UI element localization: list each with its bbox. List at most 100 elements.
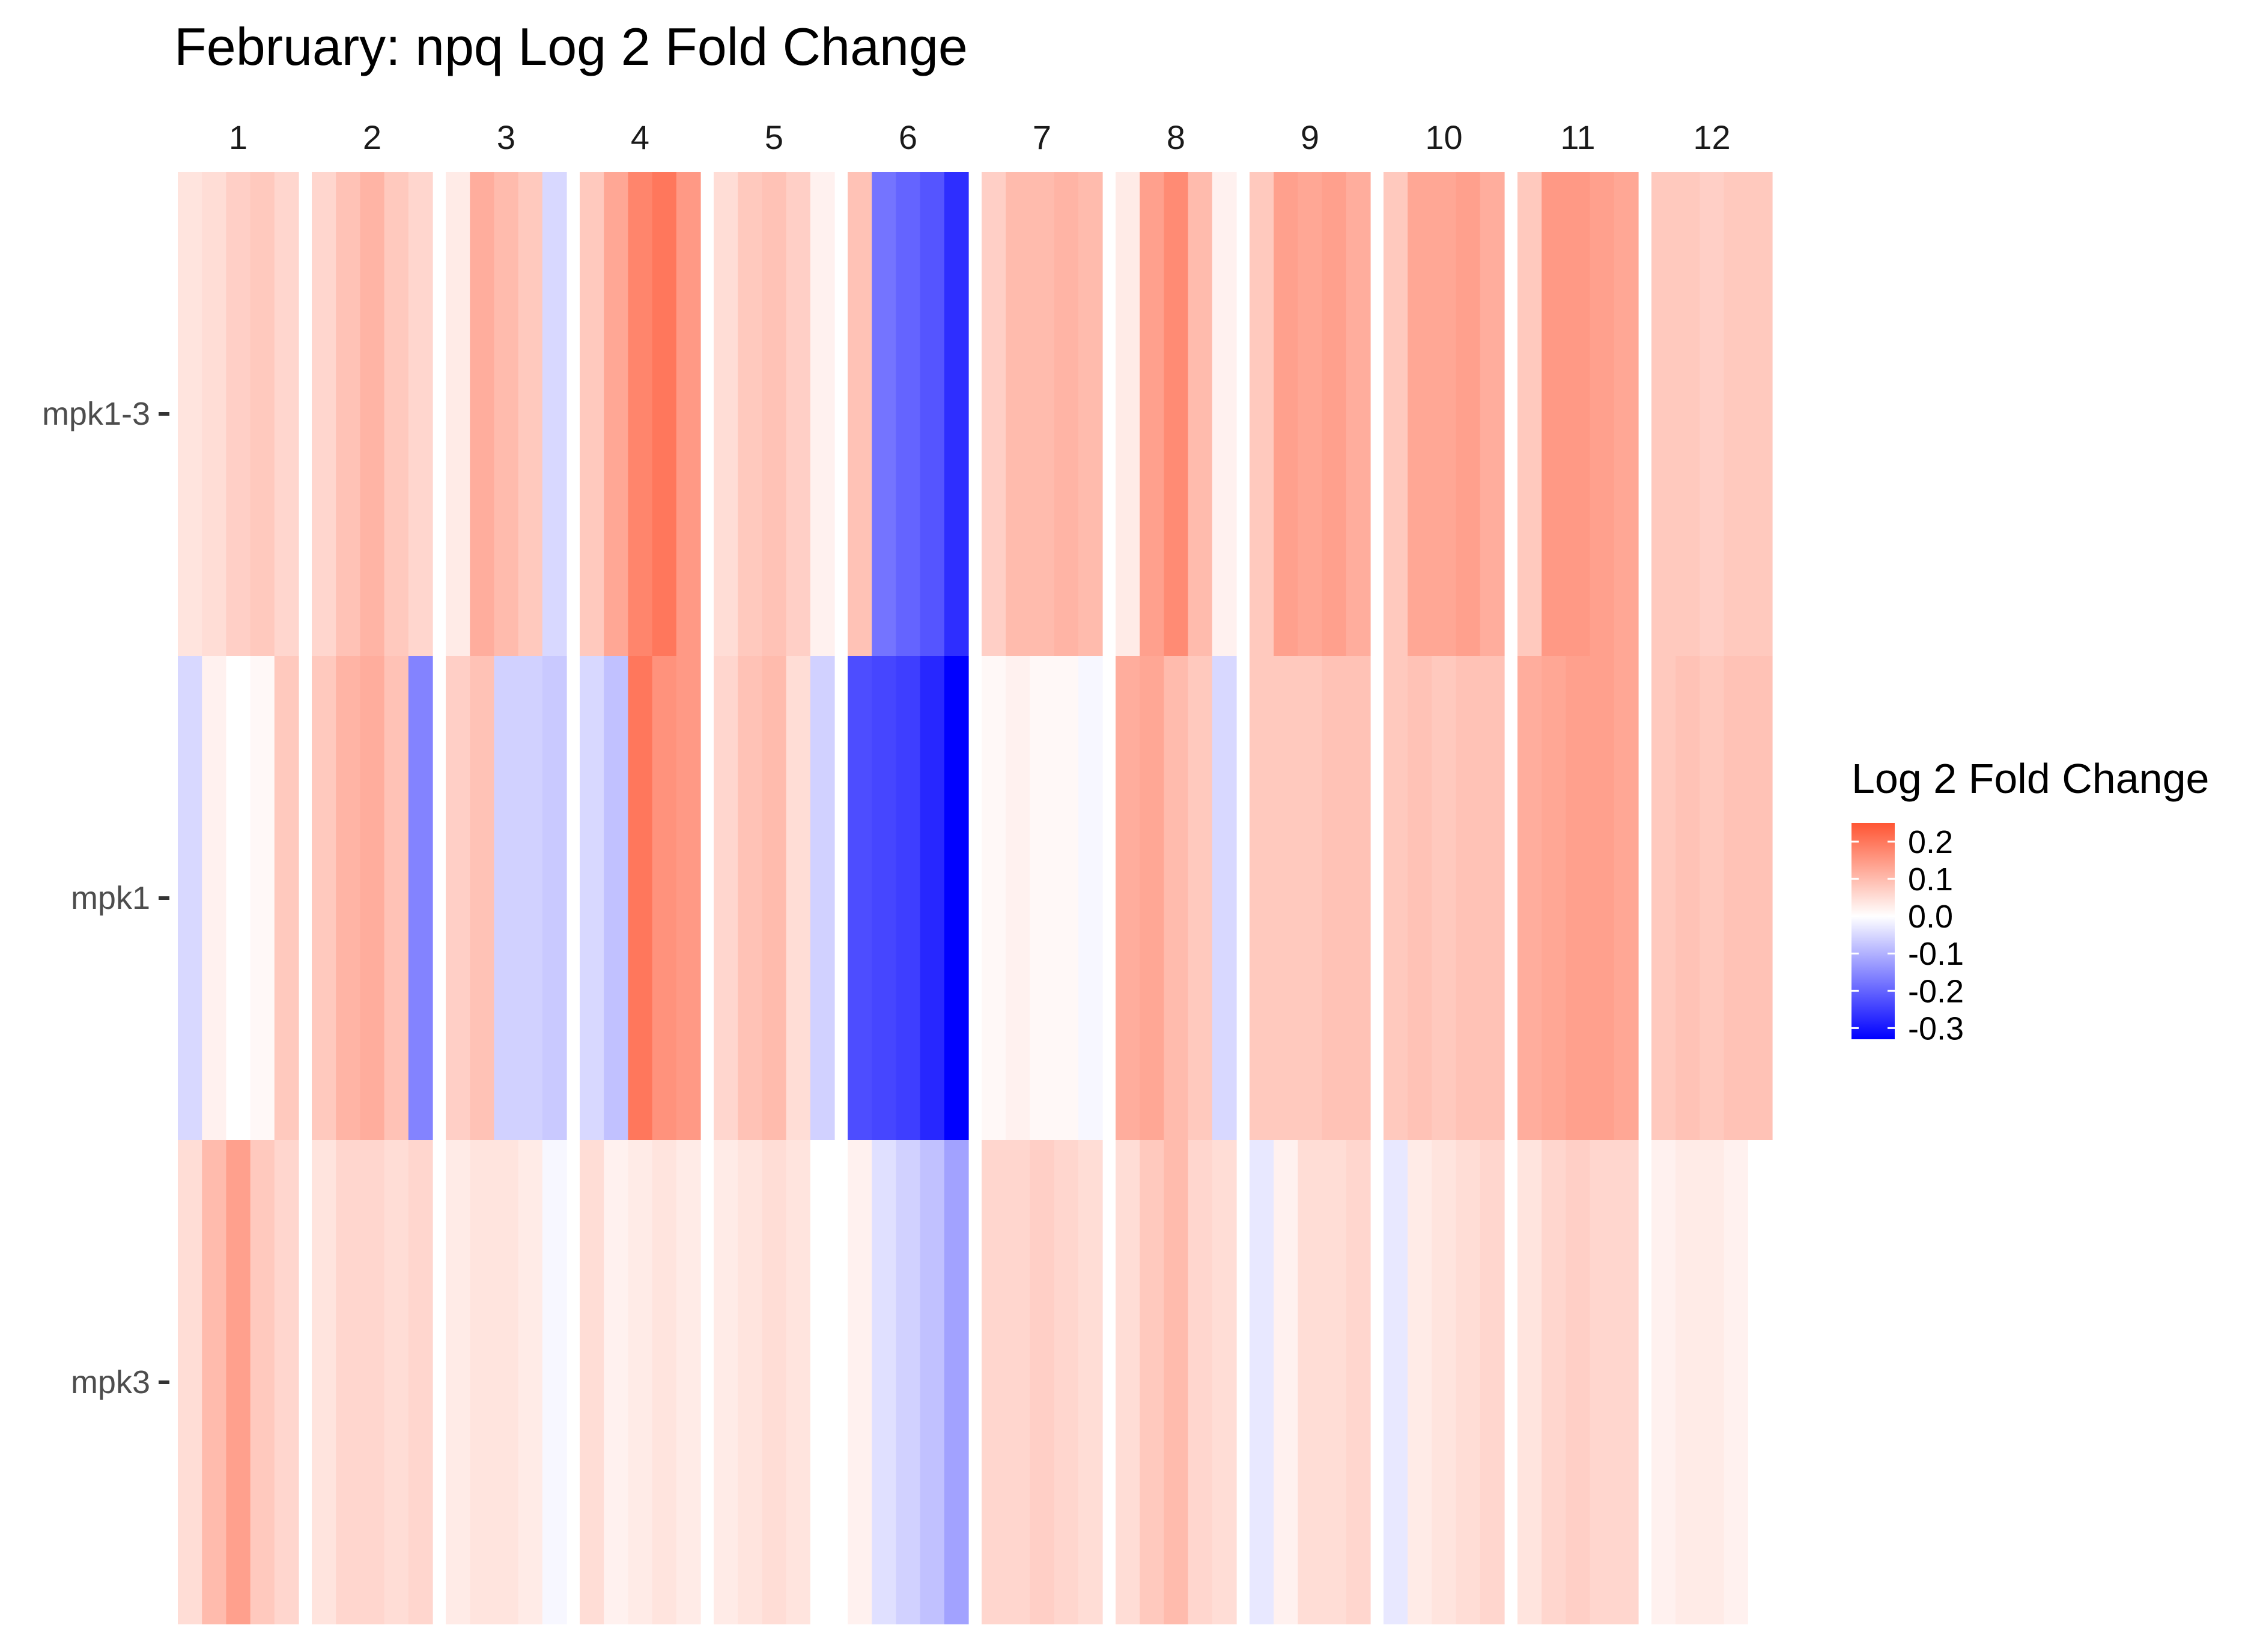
heat-cell <box>762 1140 787 1624</box>
heat-cell <box>1346 1140 1371 1624</box>
heat-cell <box>1675 172 1700 656</box>
legend-tick-label: 0.1 <box>1908 861 1953 897</box>
heat-cell <box>274 172 299 656</box>
heat-cell <box>1408 656 1432 1140</box>
heat-cell <box>494 1140 519 1624</box>
heat-cell <box>1140 1140 1164 1624</box>
heat-cell <box>1030 172 1055 656</box>
heat-cell <box>738 172 762 656</box>
heat-cell <box>446 656 470 1140</box>
heat-cell <box>542 656 567 1140</box>
heat-cell <box>786 656 811 1140</box>
legend: Log 2 Fold Change 0.20.10.0-0.1-0.2-0.3 <box>1851 755 2209 1046</box>
heat-cell <box>1164 172 1189 656</box>
heat-cell <box>312 656 336 1140</box>
heat-cell <box>1542 172 1566 656</box>
heat-cell <box>470 1140 494 1624</box>
heat-cell <box>1250 656 1274 1140</box>
heat-cell <box>762 172 787 656</box>
heat-cell <box>384 1140 409 1624</box>
heat-cell <box>408 1140 433 1624</box>
heat-cell <box>408 656 433 1140</box>
legend-title: Log 2 Fold Change <box>1851 755 2209 802</box>
heat-cell <box>1614 656 1639 1140</box>
heat-cell <box>408 172 433 656</box>
row-label-mpk1: mpk1 <box>71 880 150 916</box>
heat-cell <box>274 1140 299 1624</box>
heat-cell <box>202 656 226 1140</box>
heat-cell <box>738 1140 762 1624</box>
heat-cell <box>848 656 872 1140</box>
heat-cell <box>1384 172 1408 656</box>
heat-cell <box>226 656 251 1140</box>
heat-cell <box>1542 656 1566 1140</box>
heat-cell <box>714 1140 738 1624</box>
heat-cell <box>786 172 811 656</box>
heat-cell <box>1590 172 1615 656</box>
facet-label-2: 2 <box>363 118 381 156</box>
heat-cell <box>178 1140 202 1624</box>
heat-cell <box>1651 172 1676 656</box>
legend-colorbar <box>1851 823 1895 1039</box>
heat-cell <box>336 172 360 656</box>
heat-cell <box>1432 1140 1457 1624</box>
heat-cell <box>896 172 921 656</box>
heat-cell <box>628 1140 653 1624</box>
heat-cell <box>652 1140 677 1624</box>
heat-cell <box>810 656 835 1140</box>
heat-cell <box>580 172 604 656</box>
heat-cell <box>1590 1140 1615 1624</box>
heat-cell <box>274 656 299 1140</box>
heatmap-cells <box>178 172 1773 1624</box>
heat-cell <box>1006 656 1030 1140</box>
heat-cell <box>384 172 409 656</box>
facet-label-8: 8 <box>1167 118 1185 156</box>
heat-cell <box>1724 1140 1749 1624</box>
heat-cell <box>360 1140 385 1624</box>
heat-cell <box>652 172 677 656</box>
heat-cell <box>896 1140 921 1624</box>
heat-cell <box>810 172 835 656</box>
heat-cell <box>896 656 921 1140</box>
heat-cell <box>604 172 628 656</box>
heat-cell <box>1542 1140 1566 1624</box>
heat-cell <box>944 1140 969 1624</box>
heat-cell <box>1078 656 1103 1140</box>
heat-cell <box>1456 172 1481 656</box>
heat-cell <box>1212 1140 1237 1624</box>
heat-cell <box>470 172 494 656</box>
heat-cell <box>1346 656 1371 1140</box>
heat-cell <box>360 172 385 656</box>
heat-cell <box>1212 172 1237 656</box>
chart-title: February: npq Log 2 Fold Change <box>174 17 968 76</box>
heat-cell <box>1675 1140 1700 1624</box>
heat-cell <box>920 656 945 1140</box>
heat-cell <box>714 172 738 656</box>
row-label-mpk3: mpk3 <box>71 1364 150 1400</box>
heat-cell <box>1748 172 1773 656</box>
facet-label-1: 1 <box>229 118 248 156</box>
legend-tick-label: -0.3 <box>1908 1010 1964 1046</box>
heat-cell <box>226 172 251 656</box>
heat-cell <box>652 656 677 1140</box>
heat-cell <box>1517 172 1542 656</box>
heat-cell <box>518 172 543 656</box>
facet-label-10: 10 <box>1425 118 1462 156</box>
heat-cell <box>202 1140 226 1624</box>
heat-cell <box>920 1140 945 1624</box>
heat-cell <box>1480 172 1505 656</box>
facet-label-11: 11 <box>1560 118 1595 156</box>
heat-cell <box>1250 1140 1274 1624</box>
heat-cell <box>1700 656 1725 1140</box>
facet-label-3: 3 <box>497 118 515 156</box>
facet-label-5: 5 <box>765 118 783 156</box>
heat-cell <box>738 656 762 1140</box>
heat-cell <box>542 172 567 656</box>
heat-cell <box>1456 656 1481 1140</box>
heat-cell <box>1140 172 1164 656</box>
heat-cell <box>1675 656 1700 1140</box>
heat-cell <box>1384 1140 1408 1624</box>
heat-cell <box>1456 1140 1481 1624</box>
heat-cell <box>312 172 336 656</box>
